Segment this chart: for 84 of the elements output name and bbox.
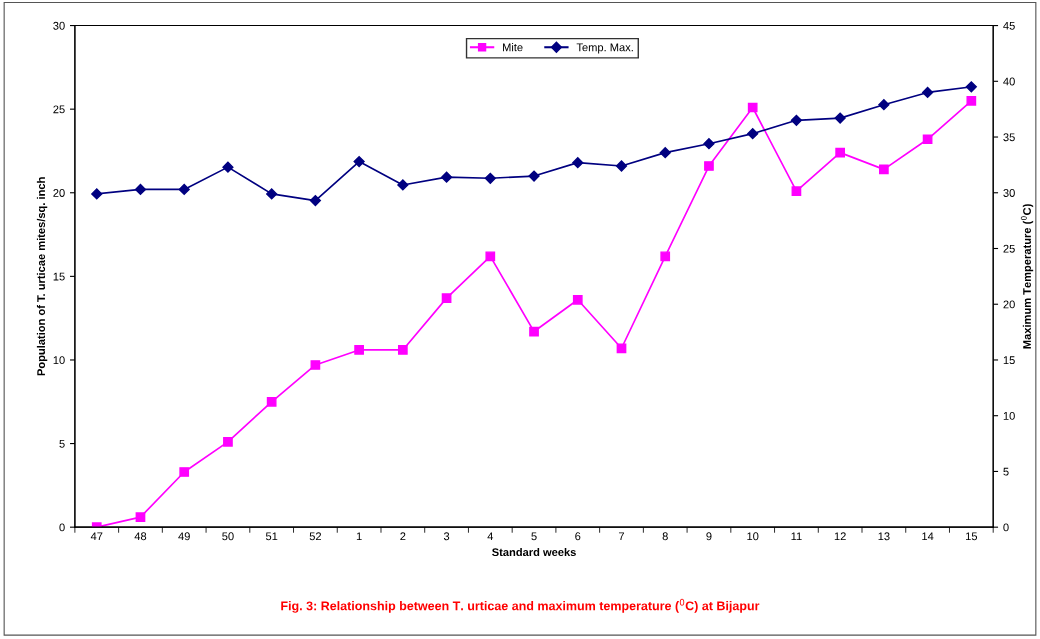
y-tick-label: 5: [59, 439, 65, 448]
x-tick-label: 1: [356, 532, 362, 541]
point: [353, 155, 365, 168]
x-tick-label: 12: [834, 532, 846, 541]
point: [703, 138, 715, 150]
point: [572, 294, 583, 305]
point: [484, 172, 496, 184]
point: [704, 161, 714, 171]
point: [397, 345, 408, 355]
y2-tick-label: 0: [1003, 523, 1009, 532]
y-tick-label: 20: [53, 189, 65, 197]
point: [616, 343, 627, 354]
point: [309, 194, 321, 207]
point: [91, 188, 103, 200]
point: [834, 112, 846, 124]
point: [310, 360, 321, 370]
y-axis-title: Population of T. urticae mites/sq. inch: [36, 177, 48, 376]
x-tick-label: 48: [134, 532, 147, 541]
point: [965, 81, 977, 93]
x-tick-label: 47: [90, 532, 103, 541]
y2-tick-label: 5: [1003, 467, 1009, 476]
x-tick-label: 8: [662, 532, 668, 541]
point: [790, 114, 803, 126]
point: [922, 134, 933, 145]
point: [440, 171, 453, 183]
point: [922, 86, 934, 99]
x-tick-label: 9: [706, 532, 712, 541]
point: [178, 183, 190, 196]
x-tick-label: 3: [443, 532, 450, 541]
y2-tick-label: 35: [1003, 133, 1015, 142]
y-tick-label: 0: [59, 523, 65, 532]
x-tick-label: 49: [178, 532, 190, 541]
x-tick-label: 14: [922, 532, 934, 541]
x-tick-label: 6: [575, 532, 581, 541]
x-tick-label: 10: [747, 532, 759, 541]
point: [529, 326, 539, 337]
y2-tick-label: 15: [1003, 356, 1015, 365]
point: [615, 160, 628, 172]
x-tick-label: 5: [531, 532, 537, 541]
point: [134, 183, 147, 196]
x-tick-label: 50: [222, 532, 234, 541]
y2-tick-label: 45: [1003, 21, 1015, 30]
point: [266, 188, 278, 200]
y-tick-label: 15: [53, 272, 65, 281]
x-tick-label: 51: [265, 532, 278, 541]
y-tick-label: 10: [53, 356, 65, 365]
x-tick-label: 4: [487, 532, 494, 541]
y-tick-label: 25: [53, 105, 65, 114]
x-tick-label: 2: [400, 532, 406, 541]
y2-tick-label: 25: [1003, 244, 1015, 253]
y2-tick-label: 30: [1003, 189, 1015, 197]
point: [879, 164, 889, 175]
point: [747, 102, 758, 113]
x-tick-label: 15: [966, 532, 978, 541]
point: [659, 147, 671, 159]
y2-axis-title: Maximum Temperature ($^{0}$C): [1020, 204, 1034, 349]
point: [835, 147, 846, 158]
point: [266, 396, 277, 407]
x-axis-title: Standard weeks: [492, 547, 576, 557]
y-tick-label: 30: [53, 21, 65, 30]
x-tick-label: 7: [618, 532, 625, 541]
point: [485, 251, 496, 262]
text: Fig. 3: Relationship between T. urticae and maximum temperature ($^{0}$C) at Bijapur: [281, 598, 760, 613]
point: [572, 157, 584, 169]
y2-tick-label: 10: [1003, 411, 1015, 420]
point: [791, 186, 802, 196]
point: [135, 512, 146, 523]
point: [179, 467, 190, 477]
legend-label: Mite: [503, 43, 523, 52]
point: [966, 95, 977, 106]
legend-label: Temp. Max.: [576, 43, 633, 54]
x-tick-label: 52: [309, 532, 322, 541]
x-tick-label: 13: [878, 532, 890, 541]
y2-tick-label: 40: [1003, 77, 1015, 86]
point: [878, 99, 890, 111]
point: [397, 179, 409, 191]
y2-tick-label: 20: [1003, 300, 1015, 309]
point: [660, 251, 671, 262]
point: [747, 128, 759, 140]
x-tick-label: 11: [791, 532, 802, 541]
point: [222, 161, 234, 173]
point: [354, 345, 364, 355]
point: [223, 437, 233, 447]
point: [441, 293, 452, 303]
